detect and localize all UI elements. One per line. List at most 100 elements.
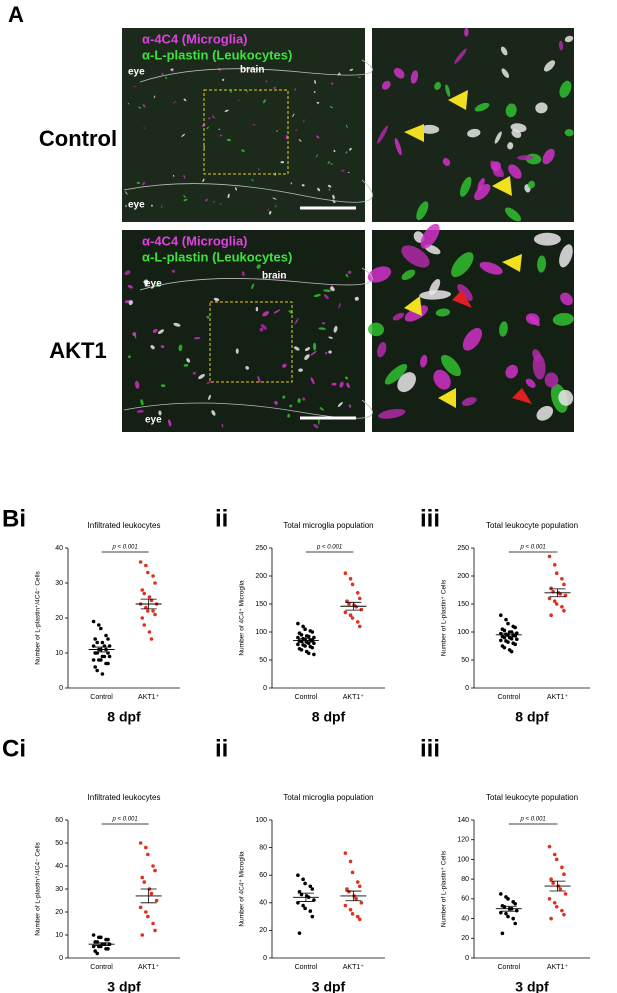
data-point (138, 560, 143, 564)
x-axis-label: 3 dpf (107, 979, 141, 993)
panel-label: Ci (2, 735, 26, 762)
cell (298, 139, 302, 142)
data-point (312, 652, 316, 657)
cell (282, 395, 286, 399)
cell (276, 130, 278, 132)
cell (167, 419, 172, 427)
cell (490, 161, 501, 172)
cell (281, 363, 287, 368)
data-point (350, 582, 355, 587)
x-tick-label: Control (90, 694, 113, 701)
y-tick-label: 0 (465, 955, 469, 962)
data-point (513, 901, 517, 906)
cell (420, 124, 440, 134)
data-point (308, 909, 313, 913)
cell (255, 306, 259, 312)
cell (315, 154, 319, 158)
cell (378, 408, 406, 419)
x-tick-label: AKT1⁺ (138, 964, 160, 971)
panel-label: A (8, 2, 24, 27)
panel-label: ii (215, 735, 228, 762)
x-tick-label: AKT1⁺ (343, 694, 365, 701)
data-point (348, 613, 353, 617)
data-point (93, 665, 97, 669)
y-tick-label: 20 (55, 909, 63, 916)
data-point (562, 872, 566, 877)
overlays (123, 59, 532, 420)
legend-entry: α-L-plastin (Leukocytes) (142, 249, 292, 264)
data-point (301, 903, 305, 908)
data-point (350, 616, 355, 620)
y-tick-label: 30 (55, 886, 63, 893)
cell (535, 102, 548, 114)
data-point (554, 904, 559, 909)
cell (457, 284, 473, 301)
cell (467, 128, 481, 138)
cell (327, 161, 330, 165)
y-tick-label: 20 (259, 927, 267, 934)
cell (267, 208, 269, 211)
data-point (100, 640, 105, 645)
cell (183, 198, 188, 202)
x-tick-label: AKT1⁺ (547, 964, 569, 971)
data-point (560, 577, 564, 581)
cell (161, 205, 163, 209)
cell (158, 410, 162, 416)
data-point (91, 619, 96, 624)
arrowhead (492, 176, 512, 196)
outline (139, 59, 373, 83)
cell (433, 369, 451, 390)
data-point (348, 907, 353, 912)
cell (313, 91, 316, 93)
cell (298, 368, 303, 372)
cell (257, 375, 261, 383)
y-tick-label: 40 (55, 545, 63, 552)
y-tick-label: 40 (461, 915, 469, 922)
cell (464, 27, 469, 37)
cell (268, 210, 272, 215)
y-tick-label: 150 (255, 601, 267, 608)
cell (297, 398, 301, 404)
data-point (142, 591, 147, 596)
cell (368, 322, 385, 337)
cell (304, 347, 311, 352)
cell (212, 201, 215, 203)
cell (134, 332, 137, 339)
x-axis-label: 3 dpf (515, 979, 549, 993)
data-point (547, 844, 552, 849)
cell (544, 60, 556, 72)
cell (241, 271, 245, 277)
data-point (93, 637, 97, 641)
cell (525, 378, 536, 388)
cell (289, 404, 293, 408)
data-point (140, 933, 145, 937)
cell (323, 289, 332, 292)
data-point (343, 571, 348, 575)
cell (377, 125, 388, 144)
data-point (153, 581, 157, 585)
zoom-box (203, 89, 289, 175)
data-point (350, 912, 355, 916)
data-point (140, 588, 145, 592)
chart-title: Total leukocyte population (486, 521, 578, 530)
data-point (299, 633, 304, 637)
y-tick-label: 40 (55, 863, 63, 870)
cell (153, 95, 156, 99)
cell (394, 138, 402, 156)
data-point (549, 613, 553, 617)
cell (161, 72, 164, 76)
cell (552, 312, 574, 326)
x-axis-label: 8 dpf (107, 709, 141, 725)
cell (397, 372, 416, 393)
data-point (99, 935, 103, 940)
cell (294, 346, 300, 351)
annotation: brain (240, 65, 264, 76)
data-point (345, 887, 349, 891)
annotation: eye (145, 279, 162, 290)
cell (318, 327, 326, 330)
cell (323, 294, 329, 300)
cell (504, 207, 522, 222)
data-point (499, 638, 503, 643)
data-point (355, 914, 360, 919)
cell (393, 67, 405, 79)
